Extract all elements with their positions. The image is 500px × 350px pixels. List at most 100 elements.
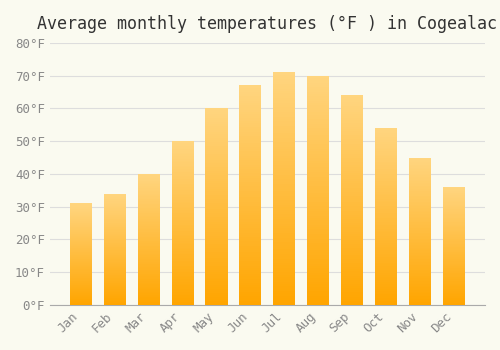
Bar — [172, 176, 194, 177]
Bar — [240, 241, 262, 244]
Bar — [342, 167, 363, 169]
Bar — [274, 298, 295, 300]
Bar — [342, 169, 363, 171]
Bar — [409, 298, 432, 299]
Bar — [104, 239, 126, 240]
Bar — [409, 195, 432, 196]
Bar — [240, 270, 262, 272]
Bar — [206, 218, 228, 220]
Bar — [70, 268, 92, 270]
Bar — [172, 254, 194, 256]
Bar — [240, 217, 262, 219]
Bar — [308, 85, 330, 87]
Bar — [409, 243, 432, 245]
Bar — [70, 260, 92, 261]
Bar — [443, 275, 465, 277]
Bar — [308, 119, 330, 121]
Bar — [375, 130, 398, 132]
Bar — [172, 172, 194, 174]
Bar — [375, 169, 398, 170]
Bar — [308, 188, 330, 190]
Bar — [308, 78, 330, 80]
Bar — [443, 274, 465, 275]
Bar — [409, 270, 432, 271]
Bar — [104, 287, 126, 288]
Bar — [375, 188, 398, 190]
Bar — [308, 131, 330, 133]
Bar — [274, 261, 295, 263]
Bar — [308, 261, 330, 264]
Bar — [409, 165, 432, 167]
Bar — [308, 181, 330, 183]
Bar — [206, 287, 228, 289]
Bar — [240, 233, 262, 235]
Bar — [138, 253, 160, 254]
Bar — [443, 226, 465, 227]
Bar — [70, 226, 92, 227]
Bar — [308, 199, 330, 202]
Bar — [342, 265, 363, 267]
Bar — [409, 292, 432, 293]
Bar — [104, 247, 126, 248]
Bar — [240, 158, 262, 160]
Bar — [70, 292, 92, 293]
Bar — [409, 233, 432, 234]
Bar — [342, 288, 363, 290]
Bar — [138, 199, 160, 200]
Bar — [104, 233, 126, 234]
Bar — [274, 124, 295, 126]
Bar — [172, 218, 194, 220]
Bar — [375, 218, 398, 220]
Bar — [138, 174, 160, 175]
Bar — [308, 140, 330, 142]
Bar — [375, 286, 398, 287]
Bar — [409, 271, 432, 273]
Bar — [104, 235, 126, 236]
Bar — [138, 287, 160, 288]
Bar — [104, 231, 126, 233]
Bar — [240, 244, 262, 246]
Bar — [274, 149, 295, 152]
Bar — [443, 246, 465, 247]
Bar — [375, 224, 398, 225]
Bar — [70, 240, 92, 241]
Bar — [308, 117, 330, 119]
Bar — [240, 254, 262, 257]
Bar — [274, 140, 295, 142]
Bar — [240, 184, 262, 187]
Bar — [409, 252, 432, 253]
Bar — [172, 197, 194, 198]
Bar — [206, 215, 228, 217]
Bar — [274, 72, 295, 75]
Bar — [138, 203, 160, 204]
Bar — [375, 217, 398, 218]
Bar — [375, 153, 398, 155]
Bar — [172, 213, 194, 215]
Bar — [104, 296, 126, 297]
Bar — [70, 208, 92, 209]
Bar — [342, 240, 363, 242]
Bar — [138, 183, 160, 184]
Bar — [104, 197, 126, 198]
Bar — [409, 231, 432, 233]
Bar — [409, 200, 432, 202]
Bar — [274, 96, 295, 98]
Bar — [342, 104, 363, 106]
Bar — [138, 259, 160, 260]
Bar — [104, 220, 126, 222]
Bar — [172, 230, 194, 231]
Bar — [138, 267, 160, 268]
Bar — [104, 243, 126, 244]
Bar — [274, 110, 295, 112]
Bar — [70, 210, 92, 211]
Bar — [70, 252, 92, 253]
Bar — [342, 284, 363, 286]
Bar — [104, 288, 126, 289]
Bar — [104, 201, 126, 203]
Bar — [70, 298, 92, 299]
Bar — [342, 196, 363, 198]
Bar — [375, 142, 398, 144]
Bar — [172, 258, 194, 259]
Bar — [206, 281, 228, 284]
Bar — [70, 276, 92, 278]
